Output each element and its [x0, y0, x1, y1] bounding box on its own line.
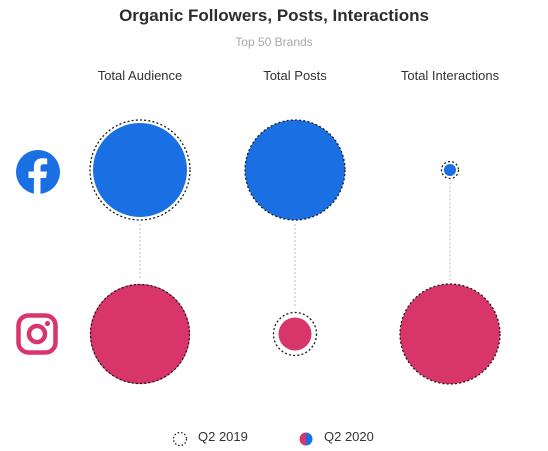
bubble-facebook-total-audience-q2-2019: [89, 119, 191, 221]
bubble-facebook-total-interactions-q2-2020: [444, 164, 456, 176]
chart-title: Organic Followers, Posts, Interactions: [119, 6, 429, 25]
legend-label-q2-2020: Q2 2020: [324, 429, 374, 444]
bubble-facebook-total-posts-q2-2019: [244, 119, 346, 221]
bubble-instagram-total-posts-q2-2019: [272, 311, 318, 357]
legend-split-circle-icon: [299, 432, 313, 446]
bubble-instagram-total-audience-q2-2020: [90, 284, 190, 384]
column-header-total-interactions: Total Interactions: [400, 68, 500, 83]
facebook-icon: [16, 150, 60, 194]
instagram-icon: [16, 313, 58, 355]
legend-dotted-circle-icon: [172, 431, 188, 447]
chart-subtitle: Top 50 Brands: [235, 35, 313, 49]
column-header-total-posts: Total Posts: [263, 68, 327, 83]
bubble-facebook-total-posts-q2-2020: [245, 120, 345, 220]
legend-label-q2-2019: Q2 2019: [198, 429, 248, 444]
bubble-instagram-total-posts-q2-2020: [278, 317, 312, 351]
bubble-instagram-total-interactions-q2-2020: [400, 284, 500, 384]
bubble-facebook-total-audience-q2-2020: [93, 123, 187, 217]
bubble-facebook-total-interactions-q2-2019: [440, 160, 460, 180]
bubble-instagram-total-audience-q2-2019: [89, 283, 191, 385]
column-header-total-audience: Total Audience: [97, 68, 183, 83]
bubble-instagram-total-interactions-q2-2019: [399, 283, 501, 385]
